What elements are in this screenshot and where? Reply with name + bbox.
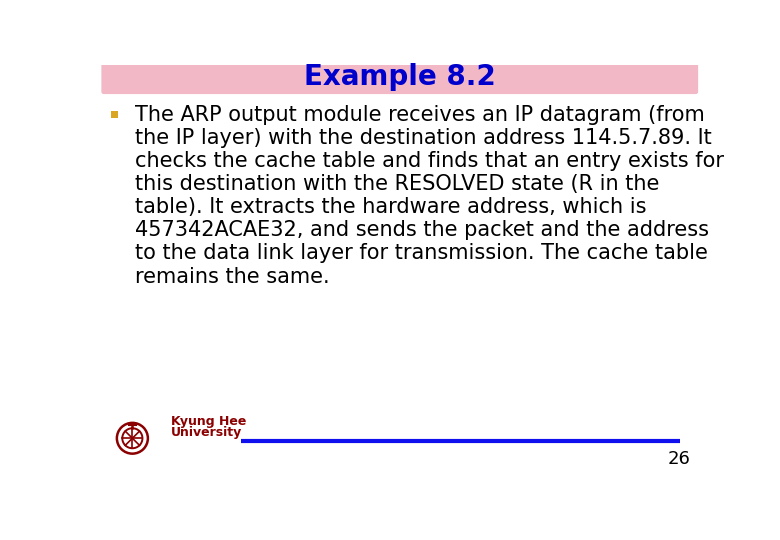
Text: this destination with the RESOLVED state (R in the: this destination with the RESOLVED state… [135,174,659,194]
FancyBboxPatch shape [101,60,698,94]
Text: to the data link layer for transmission. The cache table: to the data link layer for transmission.… [135,244,707,264]
Text: 26: 26 [668,450,690,468]
Text: 457342ACAE32, and sends the packet and the address: 457342ACAE32, and sends the packet and t… [135,220,709,240]
Text: University: University [171,426,243,439]
Text: the IP layer) with the destination address 114.5.7.89. It: the IP layer) with the destination addre… [135,128,711,148]
Text: checks the cache table and finds that an entry exists for: checks the cache table and finds that an… [135,151,724,171]
Text: The ARP output module receives an IP datagram (from: The ARP output module receives an IP dat… [135,105,704,125]
Text: remains the same.: remains the same. [135,267,329,287]
Text: table). It extracts the hardware address, which is: table). It extracts the hardware address… [135,197,646,217]
Text: Example 8.2: Example 8.2 [304,63,495,91]
FancyBboxPatch shape [112,111,119,118]
Text: Kyung Hee: Kyung Hee [171,415,246,428]
